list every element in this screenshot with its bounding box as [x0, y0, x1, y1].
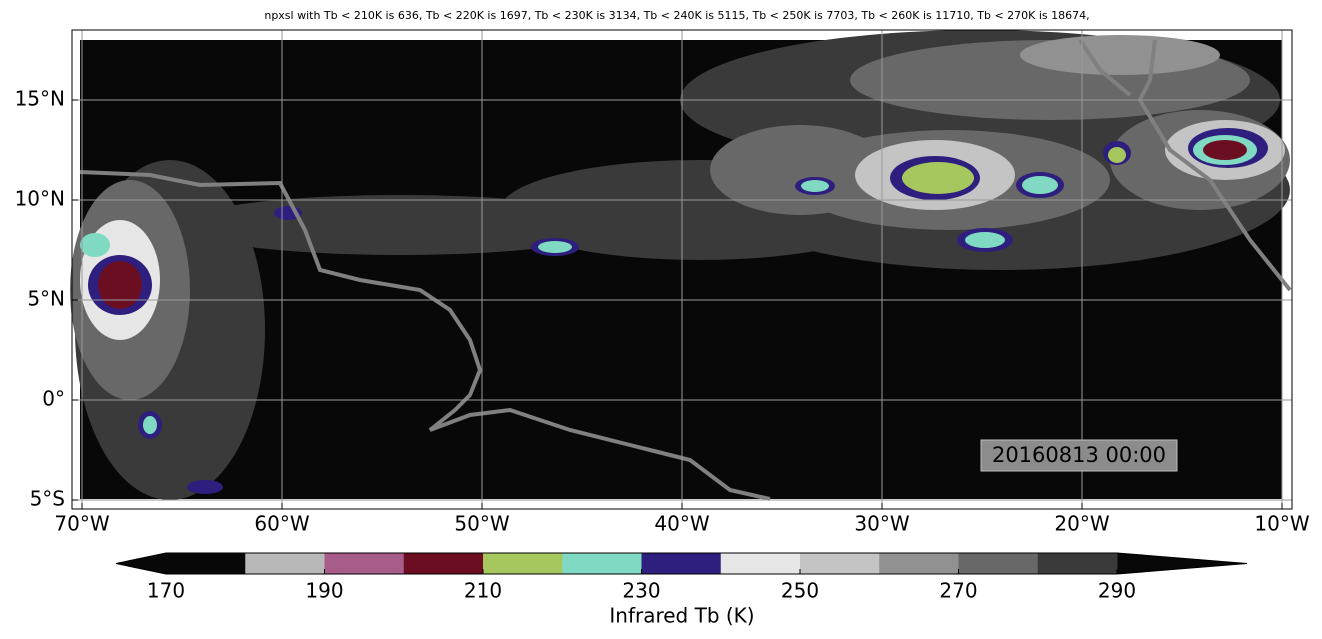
- colorbar-tick-label: 170: [147, 579, 185, 603]
- timestamp: 20160813 00:00: [992, 443, 1166, 467]
- y-tick-label: 15°N: [15, 87, 65, 111]
- colorbar-swatch: [166, 553, 246, 574]
- colorbar-swatch: [245, 553, 325, 574]
- grid: [72, 30, 1292, 509]
- colorbar-swatch: [1037, 553, 1118, 574]
- colorbar-swatch: [720, 553, 801, 574]
- y-tick-label: 0°: [42, 387, 65, 411]
- colorbar-tick-label: 250: [781, 579, 819, 603]
- colorbar-swatch: [324, 553, 405, 574]
- timestamp-box: [980, 439, 1178, 472]
- colorbar-swatch: [879, 553, 959, 574]
- colorbar-swatch: [483, 553, 563, 574]
- y-tick-label: 5°S: [30, 487, 65, 511]
- colorbar-swatch: [958, 553, 1039, 574]
- colorbar-swatch: [641, 553, 722, 574]
- colorbar-tick-label: 190: [305, 579, 343, 603]
- x-tick-label: 30°W: [854, 512, 909, 536]
- ticks: 70°W 60°W 50°W 40°W 30°W 20°W 10°W 5°S 0° 5°N 10°N…: [15, 87, 1310, 536]
- colorbar-tick-label: 210: [464, 579, 502, 603]
- coastline: [79, 38, 1292, 501]
- colorbar-tick-label: 230: [622, 579, 660, 603]
- x-tick-label: 60°W: [254, 512, 309, 536]
- x-tick-label: 70°W: [54, 512, 109, 536]
- colorbar-under: [116, 553, 166, 574]
- colorbar-over: [1117, 553, 1247, 574]
- x-tick-label: 10°W: [1254, 512, 1309, 536]
- colorbar-swatch: [800, 553, 880, 574]
- colorbar-tick-label: 270: [939, 579, 977, 603]
- colorbar-label: Infrared Tb (K): [609, 604, 754, 628]
- colorbar-tick-label: 290: [1098, 579, 1136, 603]
- x-tick-label: 50°W: [454, 512, 509, 536]
- colorbar: 170 190 210 230 250 270 290: [115, 552, 1248, 603]
- y-tick-label: 5°N: [27, 287, 65, 311]
- y-tick-label: 10°N: [15, 187, 65, 211]
- colorbar-swatch: [562, 553, 642, 574]
- x-tick-label: 40°W: [654, 512, 709, 536]
- colorbar-swatch: [403, 553, 484, 574]
- title: npxsl with Tb < 210K is 636, Tb < 220K i…: [264, 9, 1089, 22]
- x-tick-label: 20°W: [1054, 512, 1109, 536]
